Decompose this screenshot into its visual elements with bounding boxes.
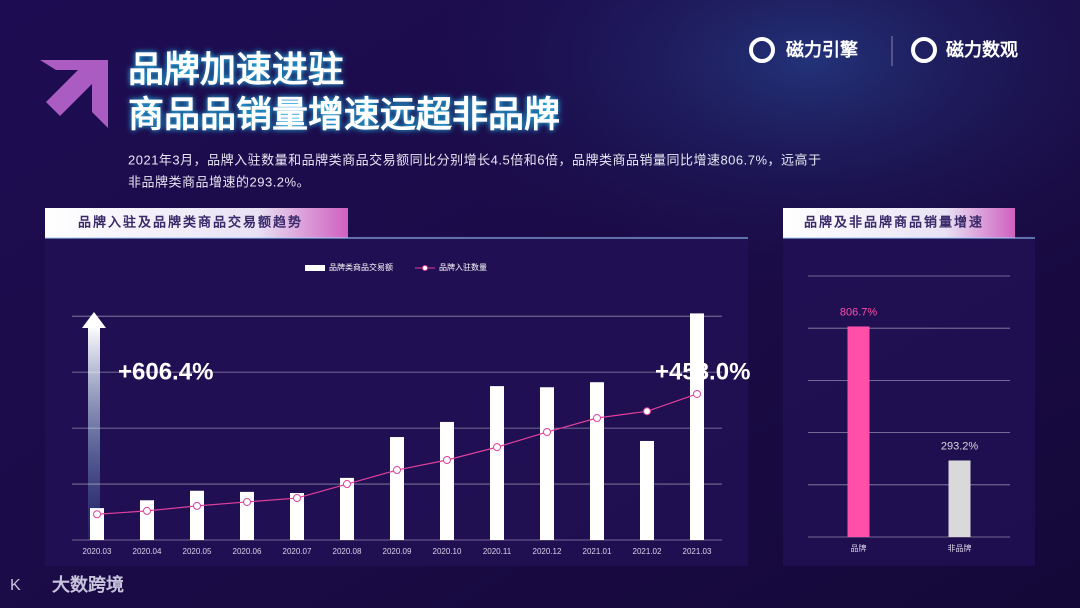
- panel-tab: [783, 208, 1015, 238]
- x-tick-label: 2020.05: [183, 547, 212, 556]
- logo-icon: [911, 37, 937, 63]
- description: 2021年3月，品牌入驻数量和品牌类商品交易额同比分别增长4.5倍和6倍，品牌类…: [128, 152, 822, 167]
- value-label: 293.2%: [941, 440, 979, 452]
- x-tick-label: 2021.02: [633, 547, 662, 556]
- logo: 磁力引擎: [786, 39, 858, 60]
- line-point: [93, 510, 101, 519]
- x-tick-label: 2020.11: [483, 547, 512, 556]
- annotation: +606.4%: [118, 358, 213, 385]
- x-tick-label: 非品牌: [948, 543, 972, 553]
- bar: [290, 493, 304, 540]
- chart-title: 品牌入驻及品牌类商品交易额趋势: [78, 214, 303, 229]
- line-point: [493, 443, 501, 452]
- bar: [847, 326, 870, 537]
- x-tick-label: 2020.10: [433, 547, 462, 556]
- x-tick-label: 2021.01: [583, 547, 612, 556]
- watermark-icon: K: [10, 577, 21, 594]
- x-tick-label: 品牌: [851, 543, 867, 553]
- legend-swatch: [305, 265, 325, 271]
- x-tick-label: 2020.03: [83, 547, 112, 556]
- title-line: 商品品销量增速远超非品牌: [128, 94, 560, 135]
- description: 非品牌类商品增速的293.2%。: [128, 174, 310, 189]
- logo-icon: [749, 37, 775, 63]
- bar: [948, 460, 971, 537]
- growth-arrow-head: [82, 312, 106, 328]
- logo: 磁力数观: [946, 39, 1018, 60]
- bar: [490, 386, 504, 540]
- x-tick-label: 2020.04: [133, 547, 162, 556]
- legend-swatch: [422, 265, 428, 271]
- legend-label: 品牌入驻数量: [439, 262, 487, 272]
- title-line: 品牌加速进驻: [128, 49, 344, 90]
- line-point: [243, 497, 251, 506]
- bar: [190, 490, 204, 540]
- line-point: [143, 506, 151, 515]
- line-point: [343, 480, 351, 489]
- annotation: +453.0%: [655, 358, 750, 385]
- bar: [140, 500, 154, 540]
- value-label: 806.7%: [840, 306, 878, 318]
- line-point: [393, 466, 401, 475]
- bar: [390, 437, 404, 540]
- x-tick-label: 2021.03: [683, 547, 712, 556]
- x-tick-label: 2020.08: [333, 547, 362, 556]
- bar: [690, 313, 704, 540]
- line-point: [643, 407, 651, 416]
- line-point: [443, 455, 451, 464]
- x-tick-label: 2020.07: [283, 547, 312, 556]
- line-point: [693, 389, 701, 398]
- x-tick-label: 2020.09: [383, 547, 412, 556]
- bar: [340, 477, 354, 540]
- bar: [640, 440, 654, 540]
- chart-title: 品牌及非品牌商品销量增速: [804, 214, 984, 229]
- bar: [540, 387, 554, 540]
- line-point: [593, 414, 601, 423]
- growth-arrow: [88, 326, 100, 540]
- x-tick-label: 2020.06: [233, 547, 262, 556]
- panel-tab: [45, 208, 348, 238]
- deco-arrow: [40, 60, 108, 128]
- panel: [783, 236, 1035, 566]
- watermark: 大数跨境: [52, 574, 124, 595]
- line-point: [293, 494, 301, 503]
- bar: [240, 491, 254, 540]
- line-point: [193, 501, 201, 510]
- bar: [440, 421, 454, 540]
- line-point: [543, 428, 551, 437]
- bar: [590, 382, 604, 540]
- x-tick-label: 2020.12: [533, 547, 562, 556]
- legend-label: 品牌类商品交易额: [329, 262, 393, 272]
